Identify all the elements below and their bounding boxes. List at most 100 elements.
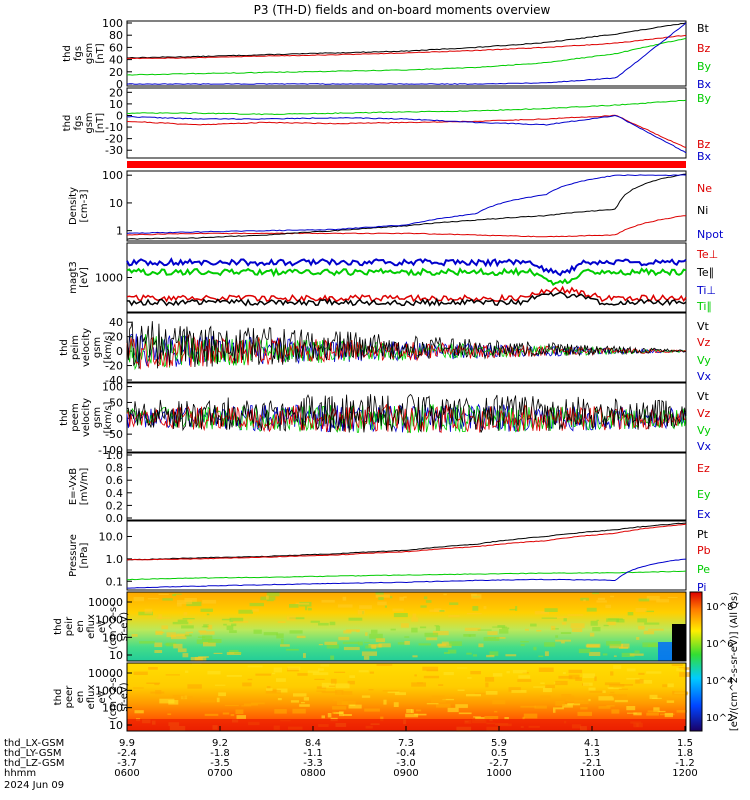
panel-frame: [126, 591, 687, 662]
spectrogram-cell: [320, 663, 330, 667]
spectrogram-cell: [133, 597, 145, 602]
spectrogram-cell: [520, 641, 529, 643]
y-tick-label: 0.6: [106, 474, 124, 487]
spectrogram-cell: [197, 636, 206, 638]
spectrogram-cell: [606, 641, 622, 646]
spectrogram-cell: [368, 689, 374, 691]
spectrogram-cell: [611, 709, 620, 714]
spectrogram-cell: [378, 643, 391, 648]
series-Pi: [127, 558, 687, 589]
spectrogram-cell: [250, 702, 265, 705]
spectrogram-cell: [363, 655, 370, 660]
spectrogram-cell: [431, 695, 445, 698]
spectrogram-cell: [277, 621, 286, 623]
spectrogram-cell: [520, 705, 536, 708]
spectrogram-cell: [238, 609, 253, 614]
spectrogram-cell: [626, 677, 640, 680]
spectrogram-cell: [338, 636, 350, 641]
y-tick-label: -10: [105, 121, 123, 134]
spectrogram-cell: [544, 651, 549, 657]
spectrogram-cell: [627, 712, 637, 714]
spectrogram-cell: [642, 642, 658, 648]
spectrogram-cell: [558, 675, 573, 679]
x-row-label: thd_LY-GSM: [4, 748, 61, 759]
spectrogram-cell: [412, 613, 417, 619]
y-axis-label: (cm^2-s-: [108, 673, 119, 720]
x-tick-label: 1.8: [677, 748, 693, 759]
spectrogram-cell: [297, 673, 308, 676]
legend-1: Ni: [697, 204, 708, 217]
spectrogram-cell: [590, 620, 598, 626]
spectrogram-cell: [296, 635, 306, 639]
spectrogram-cell: [626, 668, 636, 672]
spectrogram-cell: [305, 606, 308, 611]
spectrogram-cell: [387, 691, 400, 694]
spectrogram-cell: [583, 599, 586, 602]
spectrogram-cell: [263, 632, 278, 636]
y-tick-label: 50: [109, 396, 123, 409]
y-tick-label: 100: [102, 17, 123, 30]
spectrogram-cell: [405, 713, 419, 718]
y-axis-label: Density: [68, 187, 79, 225]
spectrogram-cell: [609, 684, 625, 687]
y-axis-label: fgs: [73, 46, 84, 61]
spectrogram-cell: [485, 691, 498, 695]
spectrogram-cell: [441, 641, 449, 645]
spectrogram-cell: [166, 642, 177, 647]
spectrogram-cell: [437, 643, 447, 647]
spectrogram-cell: [150, 691, 165, 694]
spectrogram-cell: [646, 595, 660, 601]
spectrogram-cell: [553, 707, 564, 710]
y-axis-label: velocity: [81, 328, 92, 367]
quality-flag-bar: [127, 161, 686, 168]
page-title: P3 (TH-D) fields and on-board moments ov…: [254, 3, 551, 17]
spectrogram-cell: [494, 710, 498, 713]
x-row-label: hhmm: [4, 768, 36, 779]
spectrogram-cell: [361, 695, 371, 698]
spectrogram-cell: [638, 672, 645, 675]
spectrogram-cell: [318, 643, 323, 646]
spectrogram-cell: [139, 641, 155, 644]
spectrogram-cell: [562, 672, 566, 675]
series-velocity-2: [126, 334, 687, 370]
spectrogram-cell: [613, 665, 622, 669]
spectrogram-cell: [470, 671, 481, 675]
x-tick-label: 0800: [300, 768, 325, 779]
spectrogram-cell: [198, 630, 207, 633]
spectrogram-cell: [458, 712, 472, 715]
spectrogram-cell: [206, 613, 210, 616]
spectrogram-cell: [183, 612, 188, 616]
y-axis-label: (cm^2-s-: [108, 603, 119, 650]
spectrogram-cell: [414, 713, 427, 716]
y-tick-label: -20: [105, 360, 123, 373]
spectrogram-cell: [356, 630, 360, 633]
spectrogram-cell: [450, 697, 455, 700]
spectrogram-cell: [471, 594, 482, 599]
spectrogram-cell: [347, 680, 355, 685]
spectrogram-cell: [466, 652, 472, 655]
y-tick-label: 20: [109, 331, 123, 344]
spectrogram-cell: [671, 664, 684, 666]
spectrogram-cell: [147, 598, 159, 600]
y-tick-label: -20: [105, 133, 123, 146]
spectrogram-cell: [187, 684, 202, 689]
spectrogram-cell: [635, 679, 644, 684]
spectrogram-cell: [520, 643, 525, 647]
spectrogram-cell: [474, 692, 487, 695]
spectrogram-cell: [154, 650, 163, 653]
spectrogram-cell: [438, 684, 444, 686]
spectrogram-cell: [371, 644, 377, 649]
spectrogram-cell: [618, 646, 628, 649]
spectrogram-cell: [290, 700, 299, 703]
x-tick-label: 8.4: [305, 738, 321, 749]
spectrogram-cell: [328, 685, 336, 687]
spectrogram-cell: [555, 639, 571, 642]
spectrogram-cell: [365, 632, 368, 636]
spectrogram-cell: [330, 678, 337, 684]
spectrogram-cell: [439, 610, 445, 612]
spectrogram-cell: [649, 694, 658, 699]
spectrogram-cell: [550, 625, 556, 631]
legend-2: Pe: [697, 563, 710, 576]
spectrogram-cell: [404, 641, 410, 645]
spectrogram-cell: [321, 599, 335, 603]
